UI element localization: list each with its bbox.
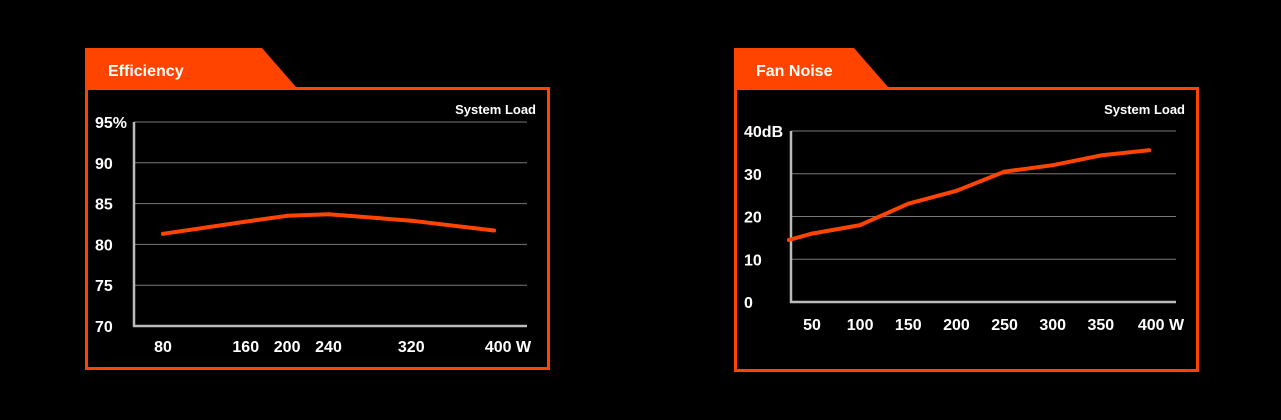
x-tick-label: 240 <box>315 339 342 356</box>
series-line <box>787 148 1151 242</box>
x-tick-label: 400 W <box>1138 317 1185 334</box>
y-tick-label: 75 <box>95 278 113 295</box>
y-tick-label: 70 <box>95 319 113 336</box>
data-point <box>285 213 290 218</box>
data-point <box>243 219 248 224</box>
data-point <box>161 231 165 236</box>
x-tick-label: 320 <box>398 339 425 356</box>
y-tick-label: 80 <box>95 237 113 254</box>
data-point <box>810 231 814 236</box>
efficiency-panel: Efficiency System Load 70 75 80 85 90 95% 80 160 2… <box>0 0 640 420</box>
x-tick-label: 100 <box>847 317 874 334</box>
y-tick-label: 40dB <box>744 124 783 141</box>
system-load-label: System Load <box>1104 102 1185 117</box>
x-tick-label: 400 W <box>485 339 532 356</box>
y-tick-label: 0 <box>744 295 753 312</box>
title-tab <box>734 48 888 87</box>
y-tick-label: 20 <box>744 210 762 227</box>
x-tick-label: 350 <box>1088 317 1115 334</box>
data-point <box>326 212 331 217</box>
data-point <box>858 223 863 228</box>
data-point <box>1098 153 1103 158</box>
data-point <box>906 201 911 206</box>
data-point <box>1050 163 1055 168</box>
series-line <box>161 212 496 236</box>
efficiency-chart: Efficiency System Load 70 75 80 85 90 95% 80 160 2… <box>85 48 550 370</box>
title-tab <box>85 48 296 87</box>
data-point <box>954 188 959 193</box>
x-tick-label: 50 <box>803 317 821 334</box>
x-tick-label: 200 <box>943 317 970 334</box>
fan-noise-chart: Fan Noise System Load 0 10 20 30 40dB 50 100 150 2… <box>734 48 1199 372</box>
y-tick-label: 10 <box>744 252 762 269</box>
chart-frame <box>734 87 1199 372</box>
data-point <box>492 228 496 233</box>
y-tick-label: 85 <box>95 197 113 214</box>
data-point <box>409 218 414 223</box>
x-tick-label: 160 <box>232 339 259 356</box>
chart-frame <box>85 87 550 370</box>
data-point <box>787 238 791 242</box>
x-tick-label: 200 <box>274 339 301 356</box>
x-tick-label: 80 <box>154 339 172 356</box>
system-load-label: System Load <box>455 102 536 117</box>
data-point <box>1002 169 1007 174</box>
x-tick-label: 300 <box>1039 317 1066 334</box>
y-tick-label: 95% <box>95 115 127 132</box>
chart-title: Efficiency <box>108 63 184 80</box>
x-tick-label: 150 <box>895 317 922 334</box>
x-tick-label: 250 <box>991 317 1018 334</box>
fan-noise-panel: Fan Noise System Load 0 10 20 30 40dB 50 100 150 2… <box>641 0 1281 420</box>
y-tick-label: 30 <box>744 167 762 184</box>
y-tick-label: 90 <box>95 156 113 173</box>
chart-title: Fan Noise <box>756 63 833 80</box>
data-point <box>1147 148 1151 153</box>
